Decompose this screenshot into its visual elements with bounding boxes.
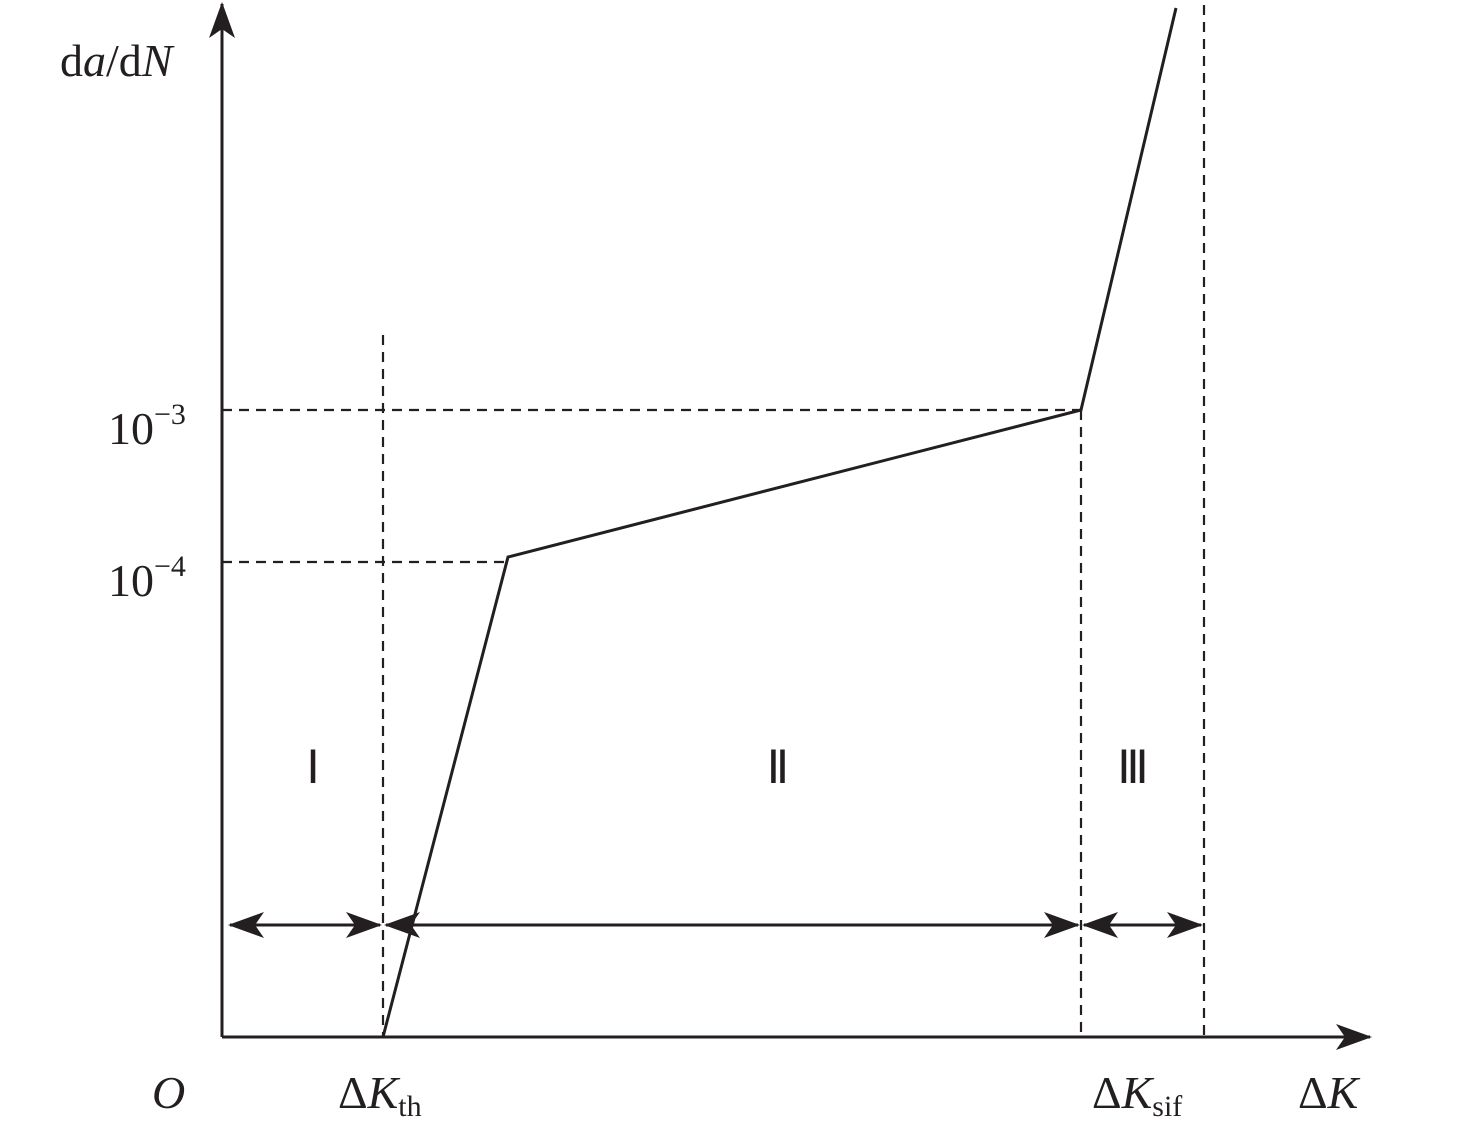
origin-label: O	[152, 1067, 185, 1118]
growth-curve	[381, 7, 1178, 1038]
region-label: Ⅱ	[767, 742, 790, 793]
y-mark: 10−4	[108, 550, 186, 606]
x-mark: ΔKth	[338, 1067, 422, 1123]
x-mark: ΔKsif	[1092, 1067, 1182, 1123]
region-label: Ⅲ	[1117, 742, 1149, 793]
y-mark: 10−3	[108, 398, 186, 454]
x-axis-label: ΔK	[1298, 1067, 1361, 1118]
y-axis-label: da/dN	[60, 35, 175, 86]
region-label: Ⅰ	[306, 742, 320, 793]
